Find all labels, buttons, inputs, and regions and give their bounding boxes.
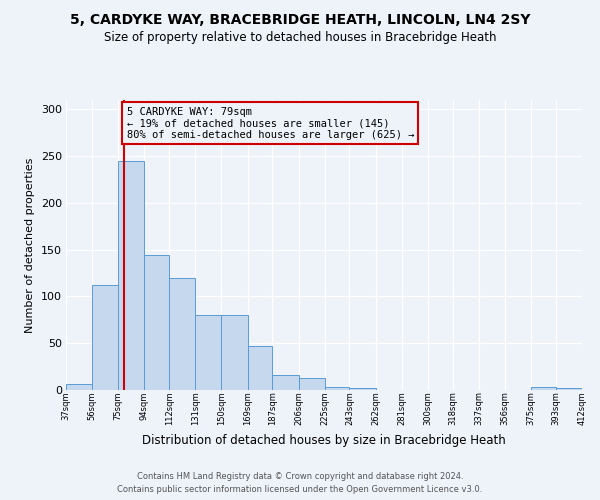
Text: Size of property relative to detached houses in Bracebridge Heath: Size of property relative to detached ho… <box>104 31 496 44</box>
Bar <box>169 278 196 390</box>
Bar <box>248 346 272 390</box>
Bar <box>221 315 248 390</box>
Bar <box>531 387 556 390</box>
Y-axis label: Number of detached properties: Number of detached properties <box>25 158 35 332</box>
Bar <box>118 161 145 390</box>
Bar <box>272 375 299 390</box>
Bar <box>349 388 376 390</box>
Bar <box>145 256 169 390</box>
Text: 5 CARDYKE WAY: 79sqm
← 19% of detached houses are smaller (145)
80% of semi-deta: 5 CARDYKE WAY: 79sqm ← 19% of detached h… <box>127 106 414 140</box>
Bar <box>556 388 582 390</box>
Bar <box>299 378 325 390</box>
Bar <box>325 387 349 390</box>
Text: Contains HM Land Registry data © Crown copyright and database right 2024.
Contai: Contains HM Land Registry data © Crown c… <box>118 472 482 494</box>
Bar <box>66 384 92 390</box>
Bar <box>196 315 221 390</box>
Bar <box>92 285 118 390</box>
Text: 5, CARDYKE WAY, BRACEBRIDGE HEATH, LINCOLN, LN4 2SY: 5, CARDYKE WAY, BRACEBRIDGE HEATH, LINCO… <box>70 12 530 26</box>
X-axis label: Distribution of detached houses by size in Bracebridge Heath: Distribution of detached houses by size … <box>142 434 506 446</box>
